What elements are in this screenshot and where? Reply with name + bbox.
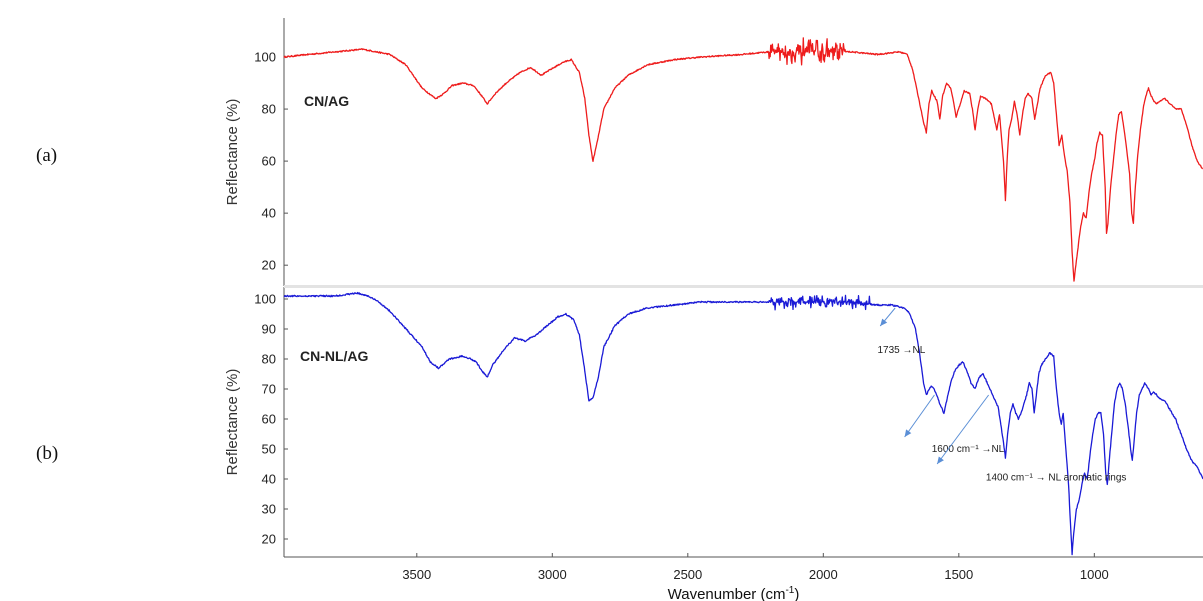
y-tick-label: 30 <box>262 502 276 517</box>
chart-panel-b: 20 30 40 50 60 70 80 90 100 Reflectance (%) CN-NL/… <box>224 287 1203 601</box>
y-axis-label: Reflectance (%) <box>224 99 241 206</box>
y-tick-label: 100 <box>254 50 276 65</box>
annotation-arrow <box>904 394 935 438</box>
y-tick-label: 100 <box>254 292 276 307</box>
y-tick-label: 50 <box>262 442 276 457</box>
spectrum-line <box>283 291 1203 556</box>
annotation-label: 1400 cm⁻¹ → NL aromatic rings <box>986 473 1127 484</box>
y-tick-label: 60 <box>262 154 276 169</box>
y-tick-label: 20 <box>262 258 276 273</box>
x-tick-label: 1500 <box>944 567 973 582</box>
panel-separator <box>284 285 1203 288</box>
chart-panel-a: 20 40 60 80 100 Reflectance (%) CN/AG <box>224 18 1203 286</box>
x-tick-label: 3500 <box>402 567 431 582</box>
y-tick-label: 20 <box>262 532 276 547</box>
spectrum-line <box>283 37 1203 282</box>
y-tick-label: 90 <box>262 322 276 337</box>
y-tick-label: 60 <box>262 412 276 427</box>
series-inner-label: CN-NL/AG <box>300 348 369 364</box>
x-tick-label: 2500 <box>673 567 702 582</box>
y-tick-label: 70 <box>262 382 276 397</box>
panel-label-b: (b) <box>36 443 59 464</box>
annotation-arrowhead <box>904 429 912 437</box>
y-tick-label: 40 <box>262 472 276 487</box>
annotation-label: 1735 →NL <box>878 345 926 356</box>
x-axis-label: Wavenumber (cm-1) <box>668 585 800 601</box>
x-tick-label: 3000 <box>538 567 567 582</box>
y-tick-label: 40 <box>262 206 276 221</box>
annotation-label: 1600 cm⁻¹ →NL <box>932 444 1005 455</box>
x-tick-label: 2000 <box>809 567 838 582</box>
series-inner-label: CN/AG <box>304 93 349 109</box>
panel-label-a: (a) <box>36 145 58 166</box>
y-tick-label: 80 <box>262 102 276 117</box>
annotation-arrow <box>936 394 990 465</box>
annotation-arrowhead <box>880 318 888 326</box>
y-axis-label: Reflectance (%) <box>224 369 241 476</box>
x-tick-label: 1000 <box>1080 567 1109 582</box>
annotation-arrowhead <box>937 456 944 464</box>
y-tick-label: 80 <box>262 352 276 367</box>
